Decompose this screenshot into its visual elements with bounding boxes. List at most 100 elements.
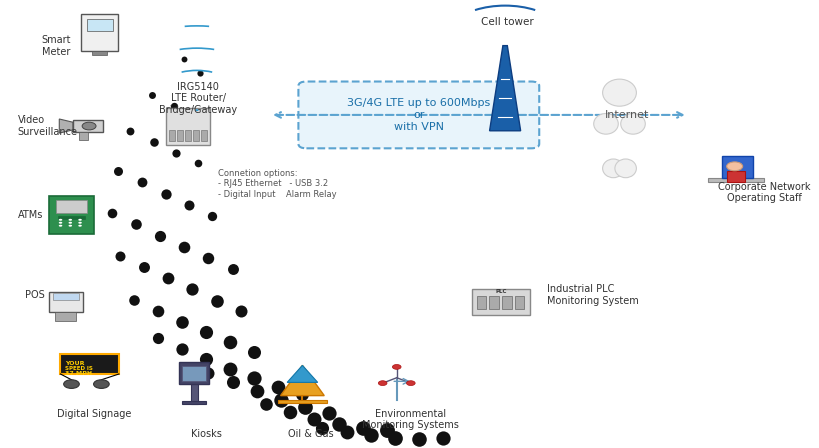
Bar (201, 130, 207, 141)
Point (224, 339, 237, 346)
Text: Corporate Network
Operating Staff: Corporate Network Operating Staff (717, 182, 809, 203)
Text: Oil & Gas: Oil & Gas (287, 429, 333, 439)
Bar (179, 362, 209, 384)
Point (135, 179, 148, 186)
Polygon shape (59, 119, 73, 133)
Point (315, 424, 328, 431)
Point (154, 232, 167, 239)
Point (199, 328, 212, 336)
Bar (170, 130, 175, 141)
Circle shape (392, 365, 400, 369)
Point (192, 159, 205, 167)
Bar (182, 401, 206, 404)
Point (380, 426, 393, 434)
Bar (193, 130, 199, 141)
Point (247, 348, 260, 355)
Point (129, 221, 143, 228)
Point (199, 355, 212, 362)
Point (271, 383, 284, 390)
Bar (514, 296, 523, 309)
Text: IRG5140
LTE Router/
Bridge/Gateway: IRG5140 LTE Router/ Bridge/Gateway (159, 82, 237, 115)
Point (226, 265, 239, 272)
Bar (56, 200, 87, 213)
Point (355, 424, 369, 431)
Point (307, 415, 320, 422)
Point (178, 243, 191, 250)
Bar (87, 19, 113, 30)
Point (193, 69, 206, 76)
Text: Cell tower: Cell tower (480, 17, 533, 27)
Point (189, 113, 202, 121)
Bar (182, 366, 206, 382)
Bar (58, 216, 85, 219)
Point (152, 334, 165, 341)
Text: Environmental
Monitoring Systems: Environmental Monitoring Systems (362, 409, 459, 431)
Text: Digital Signage: Digital Signage (57, 409, 131, 419)
Bar (722, 156, 752, 178)
Text: SPEED IS: SPEED IS (65, 366, 93, 371)
Point (412, 435, 425, 442)
Ellipse shape (620, 113, 645, 134)
Polygon shape (280, 366, 324, 396)
Bar (190, 382, 197, 404)
Text: ATMs: ATMs (17, 210, 43, 220)
Point (170, 149, 183, 156)
Text: YOUR: YOUR (65, 362, 84, 366)
Circle shape (69, 219, 72, 221)
Bar (278, 400, 327, 403)
Point (114, 253, 127, 260)
Circle shape (78, 219, 82, 221)
Point (201, 370, 215, 377)
Bar (476, 296, 486, 309)
Ellipse shape (602, 79, 636, 106)
Bar (52, 293, 79, 300)
Ellipse shape (614, 159, 636, 178)
Circle shape (59, 225, 62, 227)
Bar (472, 289, 529, 315)
Point (364, 432, 377, 439)
Bar (185, 130, 191, 141)
Bar (48, 292, 83, 312)
Bar (56, 312, 75, 321)
Text: 37 MPH: 37 MPH (65, 371, 92, 376)
Circle shape (93, 380, 109, 388)
Text: Smart
Meter: Smart Meter (42, 35, 71, 57)
Circle shape (59, 222, 62, 224)
Text: 3G/4G LTE up to 600Mbps
or
with VPN: 3G/4G LTE up to 600Mbps or with VPN (346, 98, 490, 132)
Point (178, 56, 191, 63)
Ellipse shape (602, 159, 623, 178)
Circle shape (69, 225, 72, 227)
Ellipse shape (593, 113, 618, 134)
Point (260, 401, 273, 408)
Point (224, 365, 237, 372)
Circle shape (82, 122, 96, 130)
Point (250, 388, 263, 395)
Point (436, 434, 449, 441)
Point (183, 202, 196, 209)
Circle shape (406, 381, 414, 386)
Point (298, 403, 311, 410)
Text: PLC: PLC (495, 289, 506, 294)
Point (205, 212, 218, 220)
Point (123, 127, 136, 134)
Point (210, 297, 223, 304)
Bar (61, 354, 119, 374)
Bar (726, 171, 744, 182)
Point (296, 391, 309, 398)
Point (146, 91, 159, 99)
Text: Connetion options:
- RJ45 Ethernet   - USB 3.2
- Digital Input    Alarm Relay: Connetion options: - RJ45 Ethernet - USB… (218, 169, 337, 199)
Circle shape (378, 381, 387, 386)
Point (247, 375, 260, 382)
Point (167, 103, 180, 110)
Point (201, 254, 215, 262)
Point (127, 296, 140, 303)
Point (106, 209, 119, 216)
Point (387, 434, 400, 441)
Text: Internet: Internet (604, 110, 649, 120)
Circle shape (64, 380, 79, 388)
Point (138, 263, 151, 271)
Text: Video
Surveillance: Video Surveillance (17, 115, 77, 137)
Circle shape (78, 225, 82, 227)
Polygon shape (489, 46, 520, 131)
Point (233, 307, 247, 314)
